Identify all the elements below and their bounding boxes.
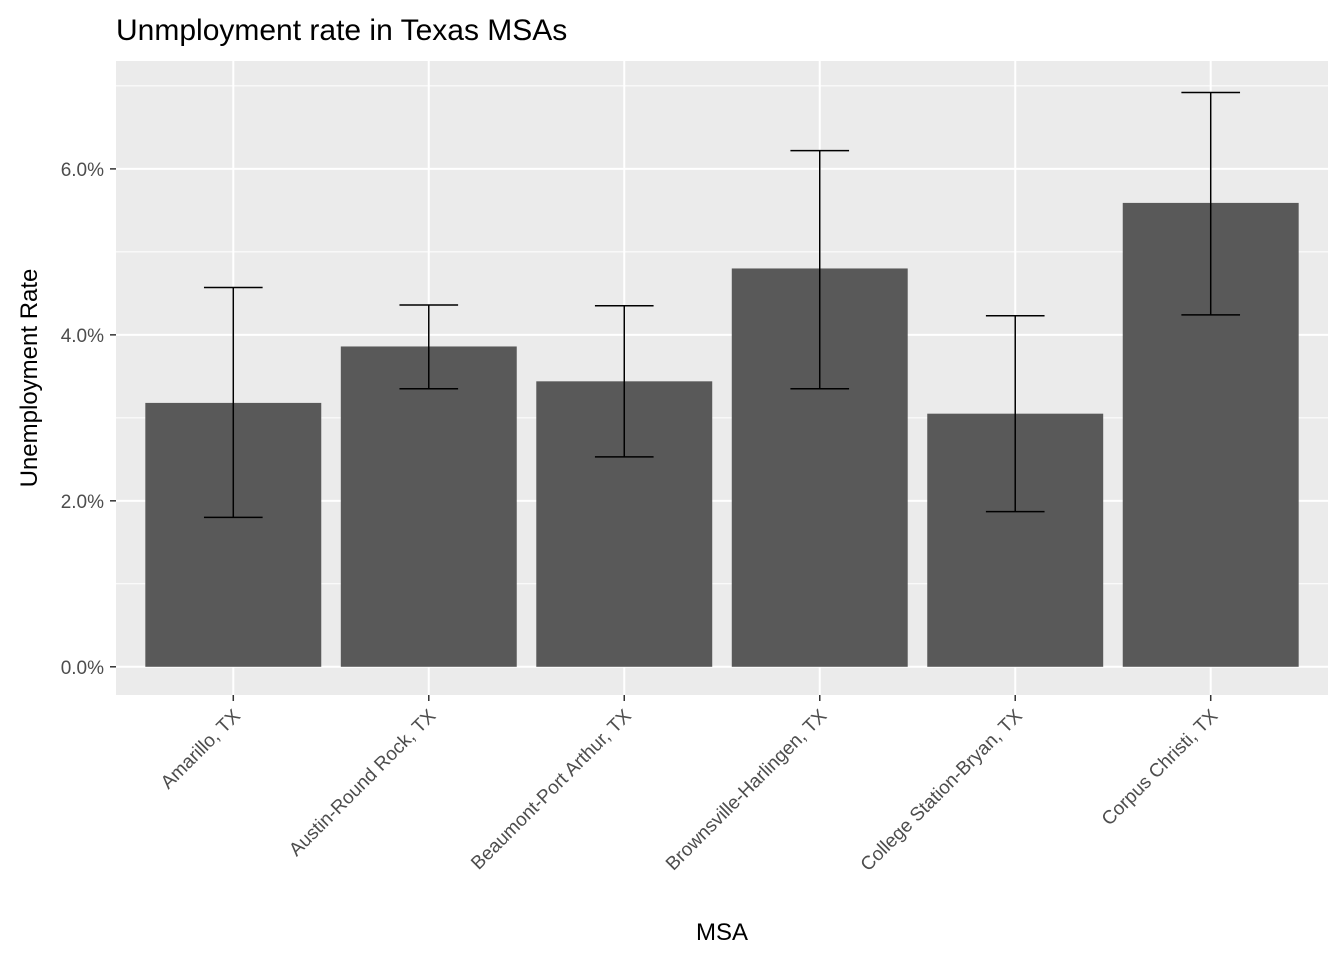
x-tick-label: Brownsville-Harlingen, TX	[662, 705, 831, 874]
error-bars	[203, 91, 1241, 519]
chart-title: Unmployment rate in Texas MSAs	[116, 14, 567, 47]
x-tick-label: Beaumont-Port Arthur, TX	[467, 705, 636, 874]
x-tick-label: Austin-Round Rock, TX	[285, 705, 440, 860]
x-axis: Amarillo, TX Austin-Round Rock, TX Beaumon…	[157, 695, 1222, 876]
x-tick-label: College Station-Bryan, TX	[857, 705, 1027, 875]
y-tick-label: 6.0%	[61, 160, 104, 181]
y-tick-label: 2.0%	[61, 492, 104, 513]
bar	[340, 346, 517, 667]
x-tick-label: Corpus Christi, TX	[1098, 705, 1223, 830]
y-axis: 0.0% 2.0% 4.0% 6.0%	[61, 160, 116, 679]
y-tick-label: 0.0%	[61, 658, 104, 679]
y-axis-title: Unemployment Rate	[16, 269, 43, 488]
x-axis-title: MSA	[696, 919, 748, 946]
x-tick-label: Amarillo, TX	[157, 705, 245, 793]
y-tick-label: 4.0%	[61, 326, 104, 347]
